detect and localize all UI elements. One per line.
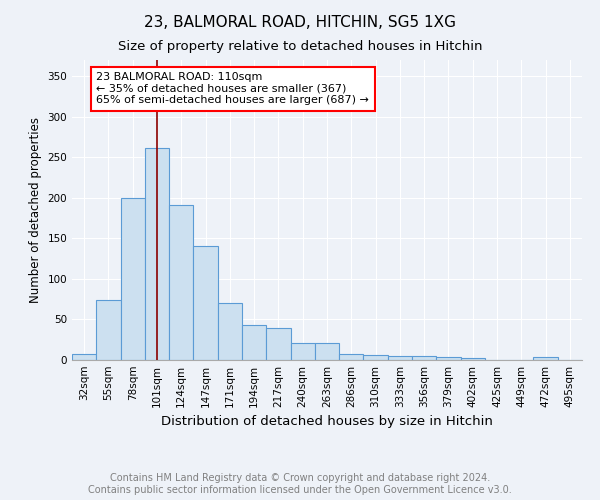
Bar [290, 343, 315, 360]
Bar [533, 357, 558, 360]
Bar [169, 205, 193, 360]
Y-axis label: Number of detached properties: Number of detached properties [29, 117, 42, 303]
Text: 23, BALMORAL ROAD, HITCHIN, SG5 1XG: 23, BALMORAL ROAD, HITCHIN, SG5 1XG [144, 15, 456, 30]
Text: 23 BALMORAL ROAD: 110sqm
← 35% of detached houses are smaller (367)
65% of semi-: 23 BALMORAL ROAD: 110sqm ← 35% of detach… [96, 72, 369, 106]
Bar [266, 328, 290, 360]
Bar [145, 148, 169, 360]
Text: Size of property relative to detached houses in Hitchin: Size of property relative to detached ho… [118, 40, 482, 53]
Bar [461, 358, 485, 360]
Bar [193, 246, 218, 360]
Bar [388, 356, 412, 360]
Bar [315, 343, 339, 360]
Bar [72, 354, 96, 360]
Bar [218, 303, 242, 360]
Bar [121, 198, 145, 360]
Bar [412, 356, 436, 360]
X-axis label: Distribution of detached houses by size in Hitchin: Distribution of detached houses by size … [161, 416, 493, 428]
Bar [436, 357, 461, 360]
Bar [96, 300, 121, 360]
Bar [364, 355, 388, 360]
Bar [339, 354, 364, 360]
Text: Contains HM Land Registry data © Crown copyright and database right 2024.
Contai: Contains HM Land Registry data © Crown c… [88, 474, 512, 495]
Bar [242, 325, 266, 360]
